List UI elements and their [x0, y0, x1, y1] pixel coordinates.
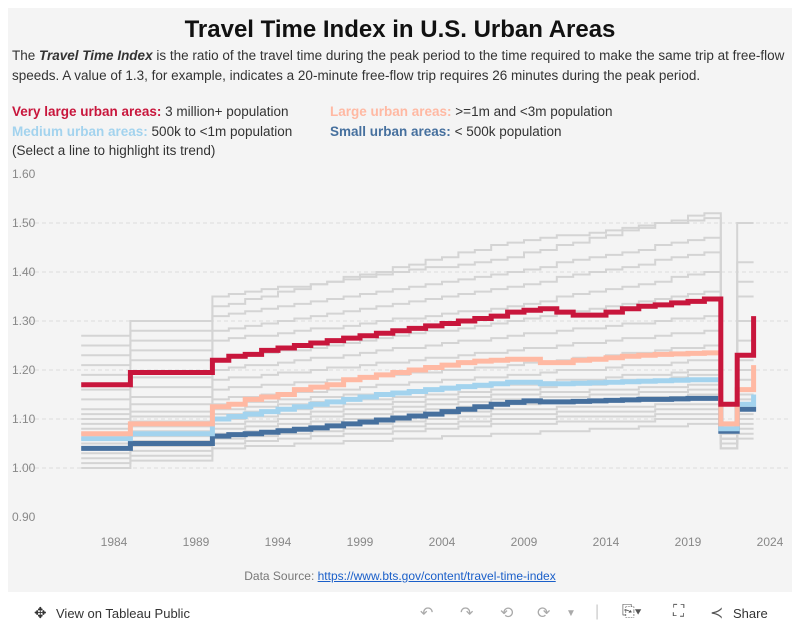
y-tick-label: 1.20 — [12, 363, 36, 377]
legend-text: 500k to <1m population — [147, 124, 293, 139]
x-tick-label: 2014 — [593, 535, 620, 549]
view-on-tableau-link[interactable]: View on Tableau Public — [56, 606, 190, 621]
y-tick-label: 1.10 — [12, 412, 36, 426]
legend-label: Very large urban areas: — [12, 104, 162, 119]
y-tick-label: 1.00 — [12, 461, 36, 475]
legend-label: Small urban areas: — [330, 124, 451, 139]
series-line-other-area[interactable] — [81, 422, 754, 469]
series-line-other-area[interactable] — [81, 388, 754, 445]
series-line-small-urban-areas[interactable] — [81, 395, 757, 451]
refresh-icon[interactable]: ⟳ — [537, 605, 551, 622]
legend-text: >=1m and <3m population — [451, 104, 613, 119]
share-icon[interactable]: ≺ — [710, 605, 724, 622]
x-tick-label: 1989 — [183, 535, 210, 549]
share-button[interactable]: Share — [733, 606, 768, 621]
source-label: Data Source: — [244, 569, 318, 583]
y-tick-label: 1.30 — [12, 314, 36, 328]
description-pre: The — [12, 48, 40, 63]
tableau-toolbar: ✥ View on Tableau Public ↶ ↷ ⟲ ⟳ ▼ | ⎘▾ … — [0, 600, 800, 627]
data-source: Data Source: https://www.bts.gov/content… — [0, 569, 800, 583]
x-tick-label: 2009 — [511, 535, 538, 549]
series-line-other-area[interactable] — [81, 413, 754, 460]
divider: | — [595, 603, 600, 620]
x-tick-label: 1999 — [347, 535, 374, 549]
legend-small[interactable]: Small urban areas: < 500k population — [330, 124, 562, 139]
legend-text: < 500k population — [450, 124, 562, 139]
download-icon[interactable]: ⎘▾ — [622, 603, 642, 620]
series-line-other-area[interactable] — [81, 217, 754, 445]
series-line-other-area[interactable] — [81, 236, 754, 435]
series-line-other-area[interactable] — [81, 329, 754, 440]
x-tick-label: 1994 — [265, 535, 292, 549]
chevron-down-icon[interactable]: ▼ — [566, 608, 576, 619]
series-line-large-urban-areas[interactable] — [81, 350, 757, 437]
revert-icon[interactable]: ⟲ — [500, 605, 514, 622]
dashboard-panel — [8, 8, 792, 592]
source-link[interactable]: https://www.bts.gov/content/travel-time-… — [317, 569, 556, 583]
description-post: is the ratio of the travel time during t… — [12, 48, 785, 83]
legend-label: Medium urban areas: — [12, 124, 148, 139]
page-title: Travel Time Index in U.S. Urban Areas — [184, 16, 616, 43]
series-line-other-area[interactable] — [81, 251, 754, 440]
x-tick-label: 2024 — [757, 535, 784, 549]
tableau-logo-icon: ✥ — [34, 605, 47, 622]
y-tick-label: 1.50 — [12, 216, 36, 230]
x-tick-label: 2019 — [675, 535, 702, 549]
legend-very-large[interactable]: Very large urban areas: 3 million+ popul… — [12, 104, 289, 119]
legend-large[interactable]: Large urban areas: >=1m and <3m populati… — [330, 104, 613, 119]
series-line-very-large-urban-areas[interactable] — [81, 296, 757, 407]
redo-icon[interactable]: ↷ — [460, 605, 474, 622]
description-term: Travel Time Index — [39, 48, 153, 63]
hint-text: (Select a line to highlight its trend) — [12, 143, 216, 158]
x-tick-label: 1984 — [101, 535, 128, 549]
description: The Travel Time Index is the ratio of th… — [12, 46, 792, 86]
x-tick-label: 2004 — [429, 535, 456, 549]
y-tick-label: 0.90 — [12, 510, 36, 524]
y-tick-label: 1.40 — [12, 265, 36, 279]
series-line-medium-urban-areas[interactable] — [81, 377, 757, 442]
legend-label: Large urban areas: — [330, 104, 452, 119]
series-line-other-area[interactable] — [81, 418, 754, 465]
legend-text: 3 million+ population — [161, 104, 289, 119]
series-line-other-area[interactable] — [81, 271, 754, 445]
series-line-other-area[interactable] — [81, 315, 754, 445]
line-chart[interactable]: 1.60 1.50 1.40 1.30 1.20 1.10 1.00 0.90 1984 1989… — [0, 160, 800, 560]
y-tick-label: 1.60 — [12, 167, 36, 181]
legend-medium[interactable]: Medium urban areas: 500k to <1m populati… — [12, 124, 292, 139]
undo-icon[interactable]: ↶ — [420, 605, 434, 622]
fullscreen-icon[interactable]: ⛶ — [673, 603, 685, 620]
series-line-other-area[interactable] — [81, 344, 754, 445]
